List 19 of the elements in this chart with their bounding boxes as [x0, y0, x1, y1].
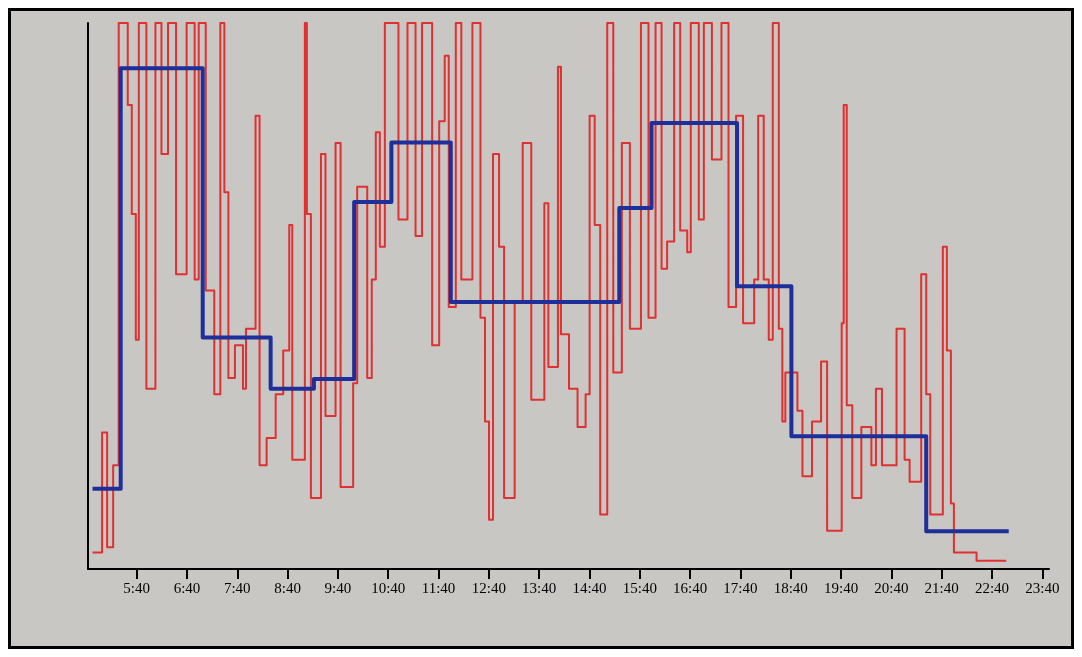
x-tick-label: 14:40	[572, 580, 607, 596]
x-tick-label: 22:40	[974, 580, 1010, 596]
x-tick-label: 6:40	[173, 580, 201, 596]
x-tick-label: 9:40	[324, 580, 352, 596]
x-tick-label: 11:40	[421, 580, 456, 596]
x-tick-label: 23:40	[1025, 580, 1060, 596]
x-tick-label: 16:40	[673, 580, 708, 596]
x-tick-label: 20:40	[874, 580, 909, 596]
x-tick-label: 7:40	[223, 580, 251, 596]
x-tick-label: 21:40	[924, 580, 959, 596]
x-tick-label: 10:40	[371, 580, 406, 596]
x-tick-label: 19:40	[823, 580, 859, 596]
x-tick-label: 15:40	[622, 580, 657, 596]
x-tick-label: 17:40	[723, 580, 758, 596]
x-tick-label: 18:40	[773, 580, 808, 596]
x-tick-label: 8:40	[274, 580, 301, 596]
x-tick-label: 12:40	[471, 580, 506, 596]
x-tick-label: 5:40	[123, 580, 150, 596]
x-tick-label: 13:40	[522, 580, 557, 596]
